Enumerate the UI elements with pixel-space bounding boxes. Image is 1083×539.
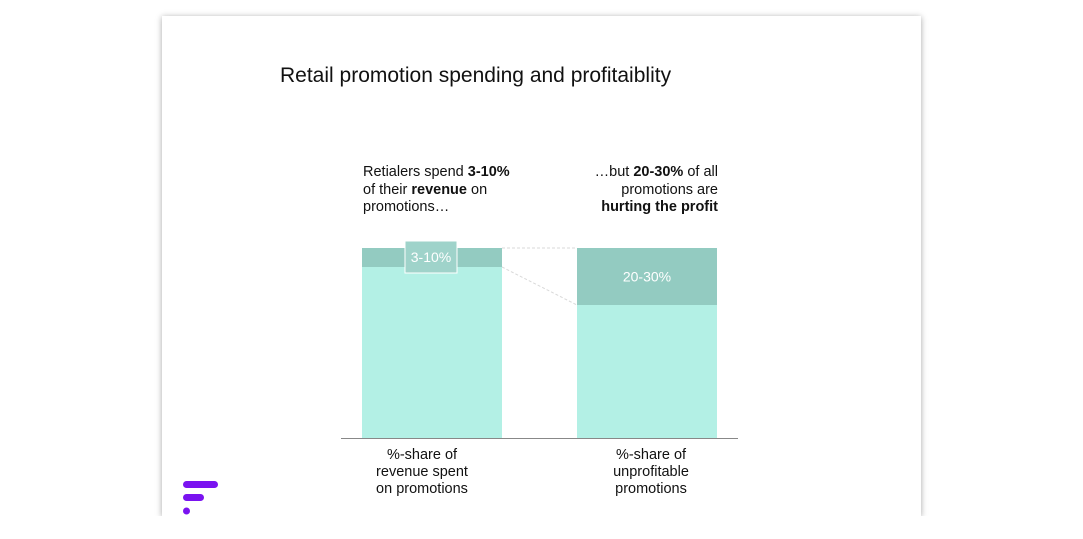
slide-card [162, 16, 921, 516]
connector-line-bottom [501, 266, 578, 306]
brand-logo-bar-middle [183, 494, 204, 501]
x-tick-label-1-line-1: %-share of [615, 447, 687, 463]
x-tick-label-1-line-3: promotions [615, 481, 687, 497]
annotation-left-text-4: promotions… [363, 199, 450, 215]
x-tick-label-0-line-3: on promotions [376, 481, 468, 497]
annotation-right-text-2: of all [683, 164, 718, 180]
brand-logo-icon [183, 481, 218, 515]
annotation-left-bold-2: revenue [411, 181, 467, 198]
data-label-0: 3-10% [411, 249, 451, 265]
annotation-left-bold-1: 3-10% [467, 164, 510, 180]
annotation-right: …but 20-30% of all promotions are hurtin… [548, 164, 718, 217]
bar-base-1 [577, 305, 717, 438]
slide-bottom-fade [150, 516, 940, 539]
brand-logo-bar-top [183, 481, 218, 488]
x-tick-label-1-line-2: unprofitable [613, 464, 689, 480]
bar-highlight-1 [577, 248, 717, 305]
annotation-right-text-1: …but [594, 164, 634, 180]
data-label-box-0 [404, 240, 458, 274]
bar-base-0 [362, 267, 502, 438]
brand-logo-dot [183, 507, 190, 515]
annotation-left-text-3: on [466, 181, 488, 198]
annotation-right-text-3: promotions are [621, 181, 718, 198]
annotation-right-bold-2: hurting the profit [601, 199, 718, 215]
annotation-left-text-2: of their [363, 181, 412, 198]
x-tick-label-0-line-1: %-share of [386, 447, 458, 463]
annotation-left: Retialers spend 3-10% of their revenue o… [363, 164, 538, 217]
x-tick-label-0-line-2: revenue spent [376, 464, 468, 480]
annotation-right-bold-1: 20-30% [633, 164, 684, 180]
x-tick-label-1: %-share of unprofitable promotions [566, 447, 736, 498]
data-label-1: 20-30% [623, 269, 671, 285]
chart-title: Retail promotion spending and profitaibl… [280, 64, 672, 87]
x-tick-label-0: %-share of revenue spent on promotions [337, 447, 507, 498]
annotation-left-text-1: Retialers spend [363, 164, 468, 180]
